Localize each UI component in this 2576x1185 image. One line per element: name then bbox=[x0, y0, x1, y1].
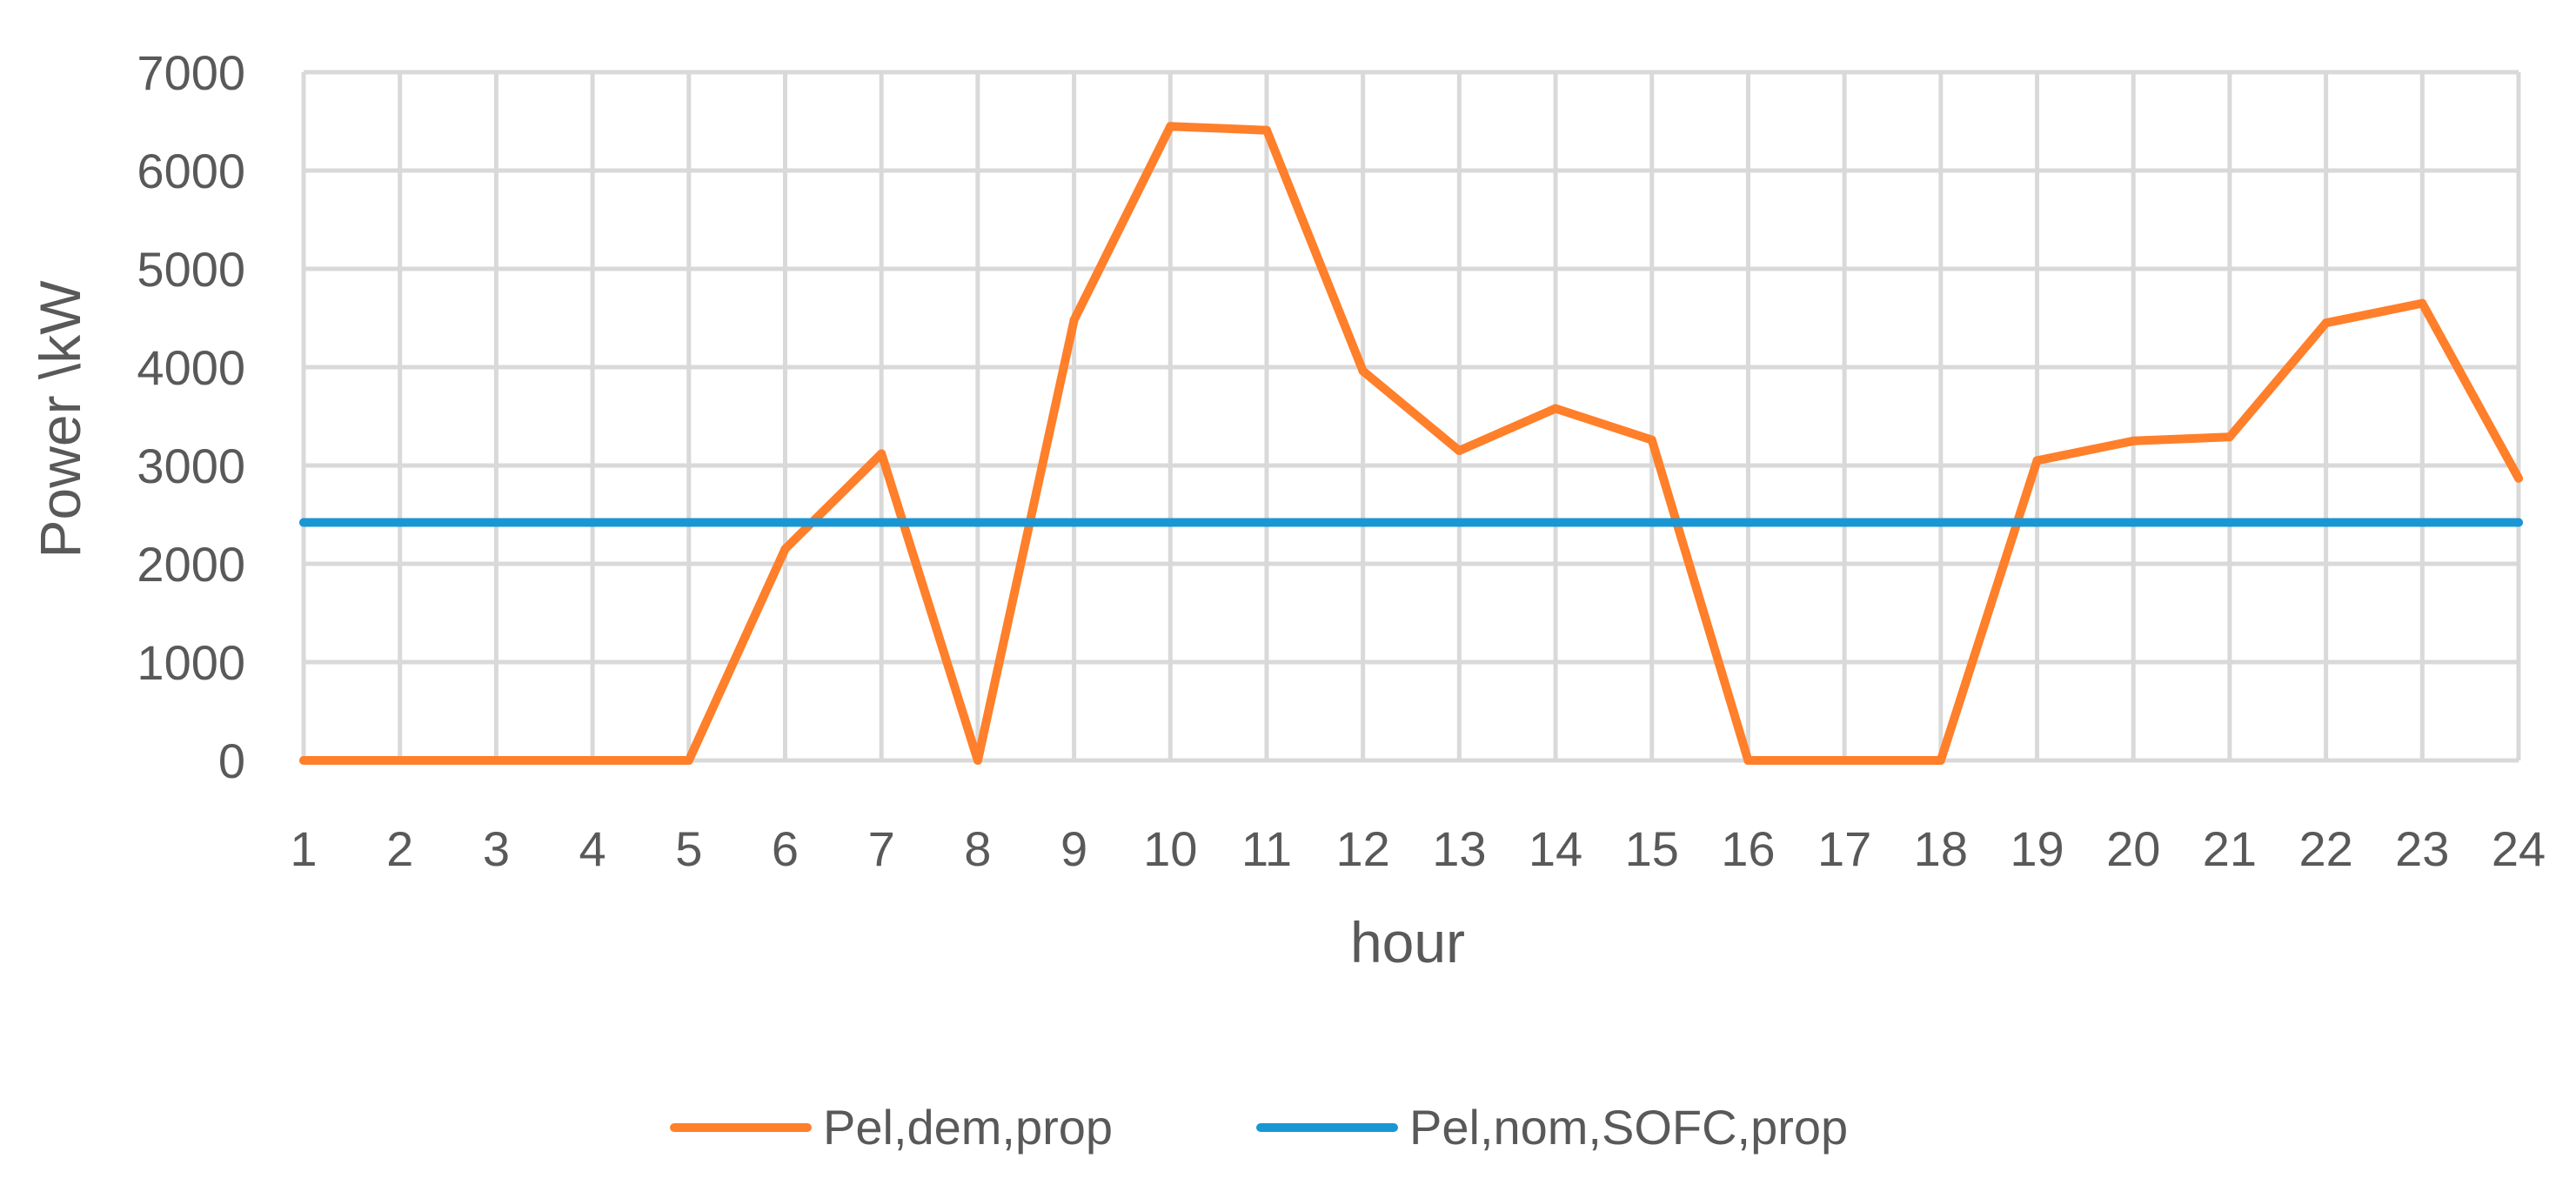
x-tick-label: 3 bbox=[483, 821, 510, 876]
x-tick-label: 19 bbox=[2010, 821, 2064, 876]
series-1-point bbox=[1647, 518, 1656, 527]
x-axis-title: hour bbox=[1350, 910, 1465, 974]
series-0-point bbox=[780, 545, 790, 554]
series-1-point bbox=[1743, 518, 1753, 527]
series-1-point bbox=[395, 518, 405, 527]
x-tick-label: 22 bbox=[2298, 821, 2352, 876]
series-1-point bbox=[299, 518, 308, 527]
y-axis-title: Power \kW bbox=[28, 280, 92, 559]
series-1-point bbox=[2032, 518, 2042, 527]
series-1-point bbox=[877, 518, 887, 527]
series-1-point bbox=[1936, 518, 1945, 527]
x-tick-label: 14 bbox=[1529, 821, 1582, 876]
series-0-point bbox=[1936, 756, 1945, 765]
series-1-point bbox=[2321, 518, 2331, 527]
x-tick-label: 1 bbox=[290, 821, 317, 876]
series-1-point bbox=[1261, 518, 1271, 527]
x-tick-label: 15 bbox=[1625, 821, 1679, 876]
series-0-point bbox=[299, 756, 308, 765]
series-1-point bbox=[780, 518, 790, 527]
x-tick-label: 18 bbox=[1914, 821, 1968, 876]
series-1-point bbox=[492, 518, 501, 527]
x-tick-label: 17 bbox=[1817, 821, 1871, 876]
series-1-point bbox=[2129, 518, 2138, 527]
series-0-point bbox=[492, 756, 501, 765]
x-tick-label: 12 bbox=[1336, 821, 1390, 876]
series-1-point bbox=[2514, 518, 2523, 527]
series-1-point bbox=[1455, 518, 1464, 527]
series-0-point bbox=[395, 756, 405, 765]
x-tick-label: 4 bbox=[579, 821, 606, 876]
series-0-point bbox=[1840, 756, 1850, 765]
series-0-point bbox=[684, 756, 693, 765]
x-tick-label: 23 bbox=[2395, 821, 2449, 876]
series-0-point bbox=[2032, 456, 2042, 465]
legend-label-1: Pel,nom,SOFC,prop bbox=[1409, 1100, 1848, 1155]
y-tick-label: 0 bbox=[218, 733, 245, 788]
series-line-0 bbox=[299, 122, 2523, 765]
series-0-point bbox=[2514, 473, 2523, 483]
series-1-point bbox=[1069, 518, 1079, 527]
x-tick-label: 24 bbox=[2492, 821, 2546, 876]
grid bbox=[301, 70, 2521, 763]
legend-label-0: Pel,dem,prop bbox=[823, 1100, 1113, 1155]
series-0-point bbox=[1455, 446, 1464, 456]
x-tick-label: 2 bbox=[386, 821, 413, 876]
series-1-point bbox=[1358, 518, 1368, 527]
y-tick-labels: 0 1000 2000 3000 4000 5000 6000 7000 bbox=[137, 45, 245, 788]
series-0-point bbox=[1551, 404, 1561, 413]
x-tick-label: 6 bbox=[772, 821, 799, 876]
series-1-point bbox=[1840, 518, 1850, 527]
series-1-point bbox=[2418, 518, 2427, 527]
x-tick-label: 11 bbox=[1241, 821, 1292, 876]
y-tick-label: 7000 bbox=[137, 45, 245, 100]
x-tick-label: 16 bbox=[1721, 821, 1775, 876]
series-0-point bbox=[2321, 318, 2331, 328]
x-tick-label: 9 bbox=[1061, 821, 1087, 876]
x-tick-label: 8 bbox=[964, 821, 991, 876]
x-tick-labels: 1 2 3 4 5 6 7 8 9 10 11 12 13 14 15 16 17 18 19 20 21 22 23 24 bbox=[290, 821, 2546, 876]
x-tick-label: 10 bbox=[1143, 821, 1197, 876]
series-0-point bbox=[1069, 315, 1079, 325]
series-0-point bbox=[2129, 436, 2138, 445]
series-0-point bbox=[2418, 298, 2427, 308]
series-1-point bbox=[1551, 518, 1561, 527]
y-tick-label: 4000 bbox=[137, 340, 245, 395]
series-0-point bbox=[2225, 432, 2234, 442]
series-1-point bbox=[1166, 518, 1175, 527]
series-0-point bbox=[1647, 435, 1656, 445]
series-0-point bbox=[877, 449, 887, 459]
y-tick-label: 2000 bbox=[137, 537, 245, 592]
y-tick-label: 3000 bbox=[137, 439, 245, 493]
series-1-point bbox=[684, 518, 693, 527]
x-tick-label: 7 bbox=[868, 821, 895, 876]
series-group bbox=[299, 122, 2523, 765]
series-0-point bbox=[588, 756, 598, 765]
series-1-point bbox=[973, 518, 982, 527]
series-1-point bbox=[2225, 518, 2234, 527]
series-1-point bbox=[588, 518, 598, 527]
y-tick-label: 1000 bbox=[137, 635, 245, 690]
y-tick-label: 6000 bbox=[137, 144, 245, 198]
x-tick-label: 13 bbox=[1432, 821, 1486, 876]
x-tick-label: 20 bbox=[2106, 821, 2160, 876]
legend: Pel,dem,prop Pel,nom,SOFC,prop bbox=[670, 1100, 1848, 1155]
series-0-point bbox=[1166, 122, 1175, 131]
series-0-point bbox=[1743, 756, 1753, 765]
series-0-point bbox=[1358, 366, 1368, 376]
series-0-point bbox=[973, 756, 982, 765]
y-tick-label: 5000 bbox=[137, 242, 245, 297]
x-tick-label: 21 bbox=[2203, 821, 2257, 876]
x-tick-label: 5 bbox=[675, 821, 702, 876]
series-0-point bbox=[1261, 125, 1271, 135]
